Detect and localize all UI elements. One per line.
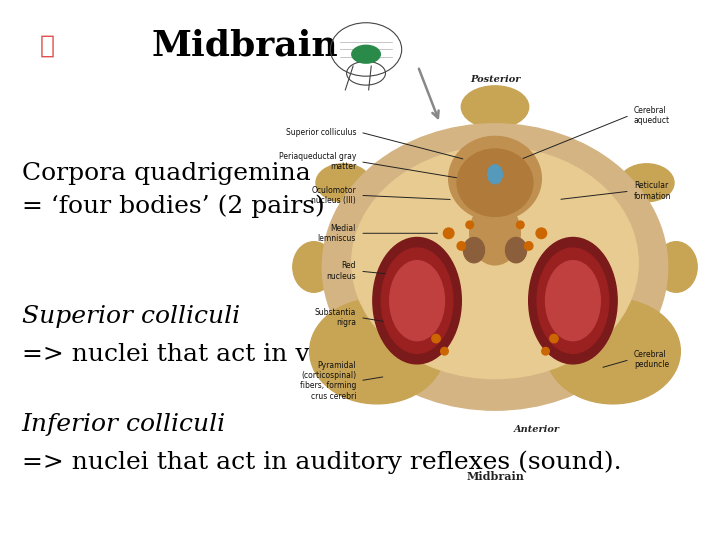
Text: Reticular
formation: Reticular formation bbox=[634, 181, 672, 201]
Ellipse shape bbox=[390, 261, 444, 341]
Ellipse shape bbox=[469, 202, 521, 265]
Text: Inferior colliculi: Inferior colliculi bbox=[22, 413, 226, 436]
Ellipse shape bbox=[457, 149, 533, 217]
Text: Periaqueductal gray
matter: Periaqueductal gray matter bbox=[279, 152, 356, 171]
Ellipse shape bbox=[619, 164, 674, 202]
Ellipse shape bbox=[536, 228, 546, 239]
Text: ⓢ: ⓢ bbox=[40, 34, 54, 58]
Text: Red
nucleus: Red nucleus bbox=[326, 261, 356, 281]
Ellipse shape bbox=[550, 334, 558, 343]
Text: Cerebral
peduncle: Cerebral peduncle bbox=[634, 350, 669, 369]
Ellipse shape bbox=[528, 238, 617, 364]
Text: Midbrain: Midbrain bbox=[151, 29, 338, 63]
Ellipse shape bbox=[318, 332, 369, 370]
Text: Superior colliculi: Superior colliculi bbox=[22, 305, 240, 328]
Text: Corpora quadrigemina
= ‘four bodies’ (2 pairs): Corpora quadrigemina = ‘four bodies’ (2 … bbox=[22, 162, 324, 218]
Ellipse shape bbox=[537, 248, 608, 353]
Ellipse shape bbox=[432, 334, 440, 343]
Text: Superior colliculus: Superior colliculus bbox=[286, 127, 356, 137]
Ellipse shape bbox=[457, 242, 466, 250]
Text: Oculomotor
nucleus (III): Oculomotor nucleus (III) bbox=[311, 186, 356, 205]
Ellipse shape bbox=[373, 238, 462, 364]
Ellipse shape bbox=[449, 137, 541, 221]
Text: => nuclei that act in auditory reflexes (sound).: => nuclei that act in auditory reflexes … bbox=[22, 451, 621, 475]
Ellipse shape bbox=[541, 347, 549, 355]
Ellipse shape bbox=[462, 86, 528, 128]
Ellipse shape bbox=[655, 242, 697, 292]
Ellipse shape bbox=[352, 45, 380, 63]
Ellipse shape bbox=[316, 164, 371, 202]
Ellipse shape bbox=[487, 165, 503, 184]
Ellipse shape bbox=[293, 242, 335, 292]
Text: Medial
lemniscus: Medial lemniscus bbox=[318, 224, 356, 243]
Text: Midbrain: Midbrain bbox=[466, 471, 524, 482]
Ellipse shape bbox=[352, 147, 638, 379]
Ellipse shape bbox=[323, 124, 667, 410]
Ellipse shape bbox=[505, 238, 526, 263]
Ellipse shape bbox=[310, 299, 444, 404]
Ellipse shape bbox=[546, 261, 600, 341]
Ellipse shape bbox=[464, 238, 485, 263]
Ellipse shape bbox=[546, 299, 680, 404]
Ellipse shape bbox=[382, 248, 453, 353]
Ellipse shape bbox=[441, 347, 449, 355]
Text: Pyramidal
(corticospinal)
fibers, forming
crus cerebri: Pyramidal (corticospinal) fibers, formin… bbox=[300, 361, 356, 401]
Ellipse shape bbox=[516, 221, 524, 228]
Text: Anterior: Anterior bbox=[514, 425, 560, 434]
Ellipse shape bbox=[524, 242, 533, 250]
Ellipse shape bbox=[444, 228, 454, 239]
Ellipse shape bbox=[466, 221, 474, 228]
Text: Cerebral
aqueduct: Cerebral aqueduct bbox=[634, 106, 670, 125]
Text: => nuclei that act in visual reflexes (vision).: => nuclei that act in visual reflexes (v… bbox=[22, 343, 587, 366]
Ellipse shape bbox=[621, 332, 672, 370]
Text: Posterior: Posterior bbox=[470, 76, 520, 84]
Text: Substantia
nigra: Substantia nigra bbox=[315, 308, 356, 327]
